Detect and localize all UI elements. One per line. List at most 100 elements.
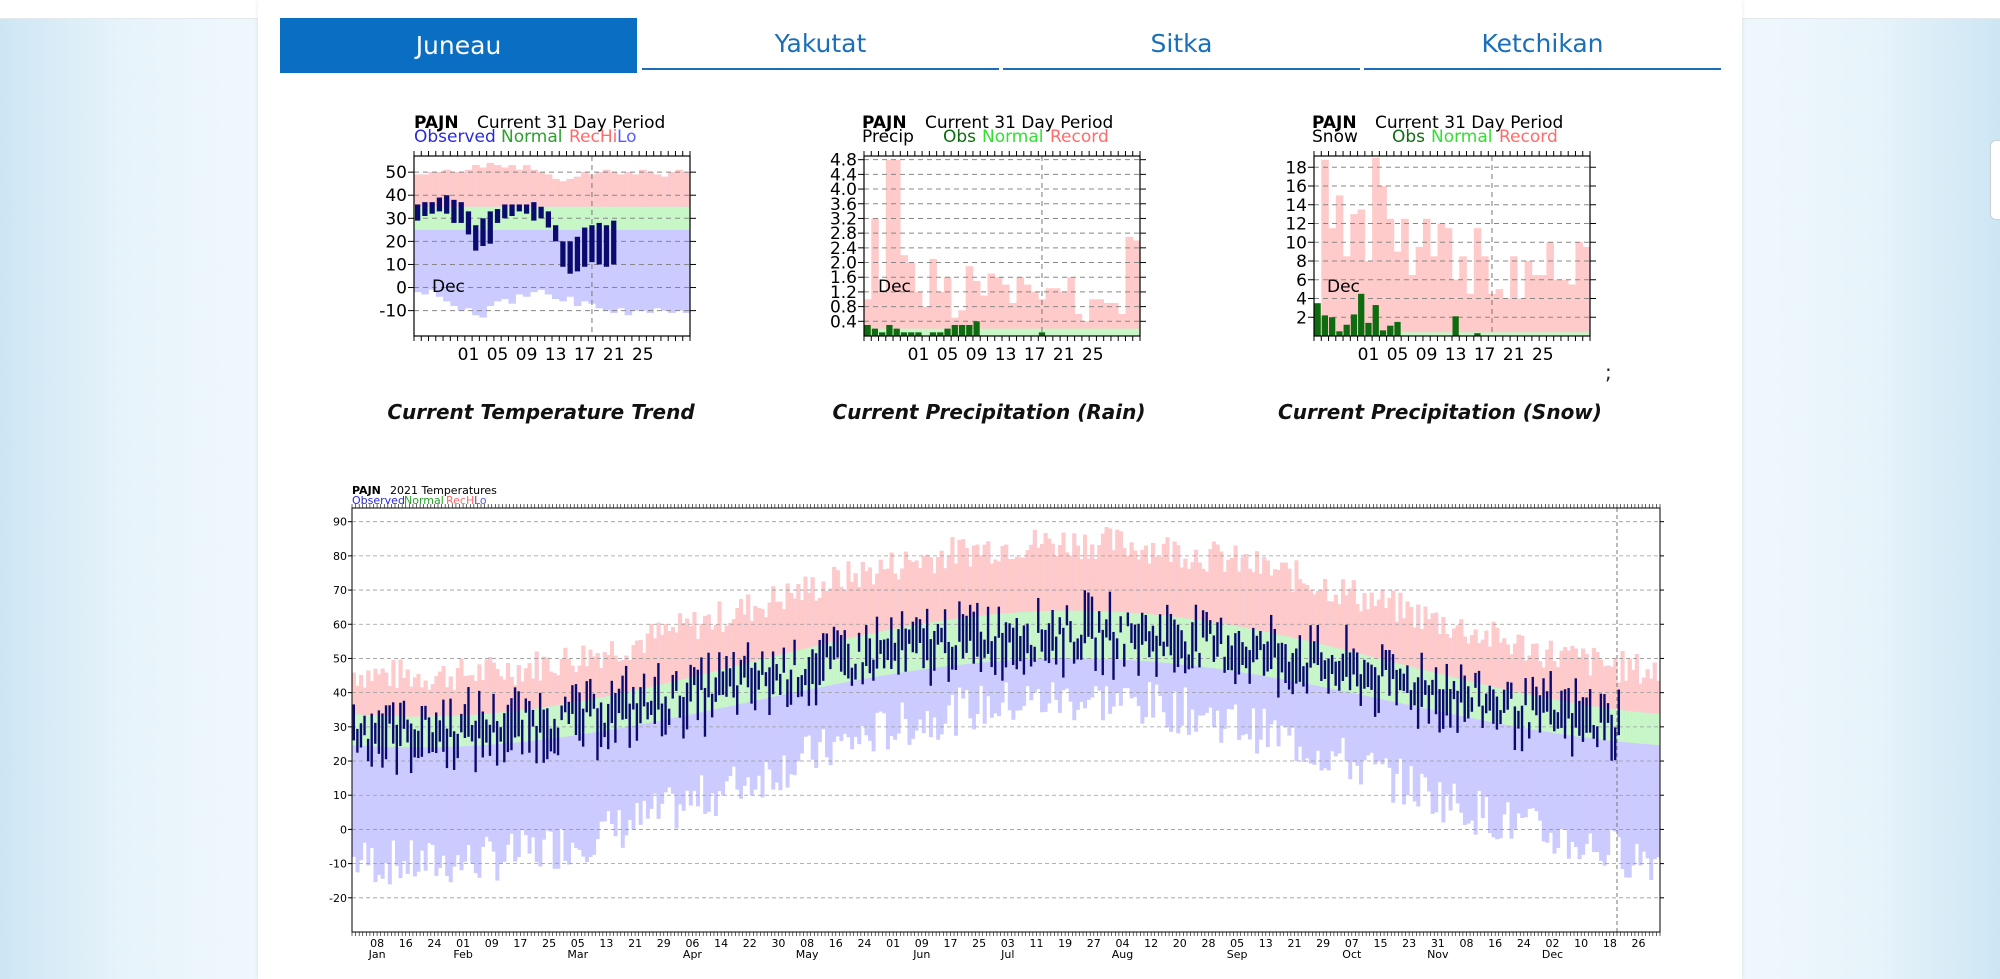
- normal-band: [1312, 642, 1317, 686]
- record-high-bar: [1466, 643, 1471, 681]
- record-high-bar: [914, 560, 919, 625]
- record-high-bar: [792, 598, 797, 652]
- observed-bar: [1438, 689, 1441, 733]
- record-bar: [1582, 246, 1591, 336]
- observed-bar: [395, 724, 398, 775]
- observed-bar: [843, 630, 846, 676]
- x-tick-label: 25: [972, 937, 986, 950]
- observed-bar: [1094, 637, 1097, 671]
- observed-bar: [487, 211, 493, 244]
- record-high-bar: [1212, 541, 1217, 623]
- observed-bar: [359, 723, 363, 748]
- scroll-handle[interactable]: [1990, 140, 2000, 220]
- observed-bar: [929, 639, 932, 686]
- y-tick-label: 70: [333, 584, 347, 597]
- observed-bar: [1255, 635, 1259, 660]
- record-range-bar: [493, 165, 502, 302]
- observed-bar: [581, 708, 585, 747]
- observed-bar: [510, 698, 513, 751]
- x-tick-label: 15: [1373, 937, 1387, 950]
- record-high-bar: [971, 545, 976, 617]
- record-high-bar: [1057, 545, 1062, 611]
- record-high-bar: [428, 172, 437, 207]
- observed-bar: [1151, 625, 1155, 652]
- record-high-bar: [638, 640, 643, 690]
- record-high-bar: [1584, 654, 1589, 706]
- normal-band: [1595, 706, 1600, 740]
- normal-band: [835, 640, 840, 684]
- tab-juneau[interactable]: Juneau: [280, 18, 637, 73]
- record-high-bar: [1487, 646, 1492, 686]
- record-high-bar: [1108, 528, 1113, 612]
- observed-bar: [1298, 635, 1302, 682]
- record-high-bar: [1427, 619, 1432, 672]
- record-high-bar: [1219, 551, 1224, 624]
- normal-band: [1634, 711, 1639, 744]
- observed-bar: [560, 241, 566, 267]
- observed-bar: [1343, 324, 1350, 336]
- record-high-bar: [515, 169, 524, 207]
- normal-band: [825, 643, 830, 686]
- legend-observed: Observed: [352, 494, 405, 507]
- observed-bar: [753, 662, 757, 711]
- x-tick-label: 05: [1230, 937, 1244, 950]
- record-range-bar: [464, 169, 473, 309]
- record-high-bar: [1513, 643, 1518, 692]
- tab-ketchikan[interactable]: Ketchikan: [1364, 18, 1721, 70]
- y-tick-label: 50: [333, 652, 347, 665]
- observed-bar: [460, 713, 463, 733]
- observed-bar: [1528, 722, 1531, 739]
- record-range-bar: [610, 641, 614, 824]
- record-bar: [1415, 246, 1424, 336]
- record-high-bar: [441, 666, 446, 717]
- observed-bar: [653, 676, 657, 724]
- caption-snow: Current Precipitation (Snow): [1278, 400, 1602, 424]
- record-range-bar: [1470, 635, 1475, 821]
- record-high-bar: [624, 172, 633, 207]
- observed-bar: [732, 651, 735, 698]
- x-tick-label: 31: [1431, 937, 1445, 950]
- normal-band: [832, 641, 837, 685]
- observed-bar: [1162, 641, 1165, 657]
- observed-bar: [818, 639, 821, 686]
- record-range-bar: [405, 669, 410, 874]
- record-range-bar: [1602, 666, 1607, 866]
- record-bar: [1118, 313, 1126, 336]
- record-bar: [1321, 159, 1329, 336]
- record-range-bar: [501, 167, 509, 300]
- record-range-bar: [675, 169, 684, 311]
- observed-bar: [599, 702, 603, 748]
- record-range-bar: [696, 639, 701, 807]
- tab-sitka[interactable]: Sitka: [1003, 18, 1360, 70]
- observed-bar: [436, 197, 443, 212]
- record-range-bar: [1498, 642, 1503, 839]
- observed-bar: [574, 684, 578, 736]
- observed-bar: [972, 611, 975, 664]
- record-high-bar: [617, 174, 625, 207]
- record-range-bar: [574, 672, 579, 849]
- legend-normal: Normal: [1431, 127, 1493, 147]
- chart-subtitle: Precip: [862, 127, 914, 147]
- normal-band: [860, 635, 865, 680]
- record-high-bar: [1462, 636, 1467, 680]
- record-high-bar: [362, 687, 367, 715]
- observed-bar: [1040, 629, 1044, 652]
- observed-bar: [438, 720, 441, 742]
- x-month-label: Aug: [1112, 948, 1133, 961]
- record-range-bar: [443, 169, 451, 302]
- normal-band: [692, 676, 697, 714]
- record-range-bar: [556, 675, 561, 869]
- record-high-bar: [785, 583, 790, 653]
- record-high-bar: [610, 641, 614, 696]
- record-high-bar: [668, 172, 676, 207]
- observed-bar: [1585, 697, 1588, 733]
- observed-bar: [1445, 663, 1448, 716]
- observed-bar: [900, 611, 904, 651]
- observed-bar: [700, 657, 703, 691]
- y-tick-label: 2.0: [830, 254, 857, 274]
- tab-yakutat[interactable]: Yakutat: [642, 18, 999, 70]
- observed-bar: [621, 675, 624, 720]
- record-high-bar: [544, 174, 553, 207]
- observed-bar: [582, 227, 588, 267]
- y-tick-label: 60: [333, 618, 347, 631]
